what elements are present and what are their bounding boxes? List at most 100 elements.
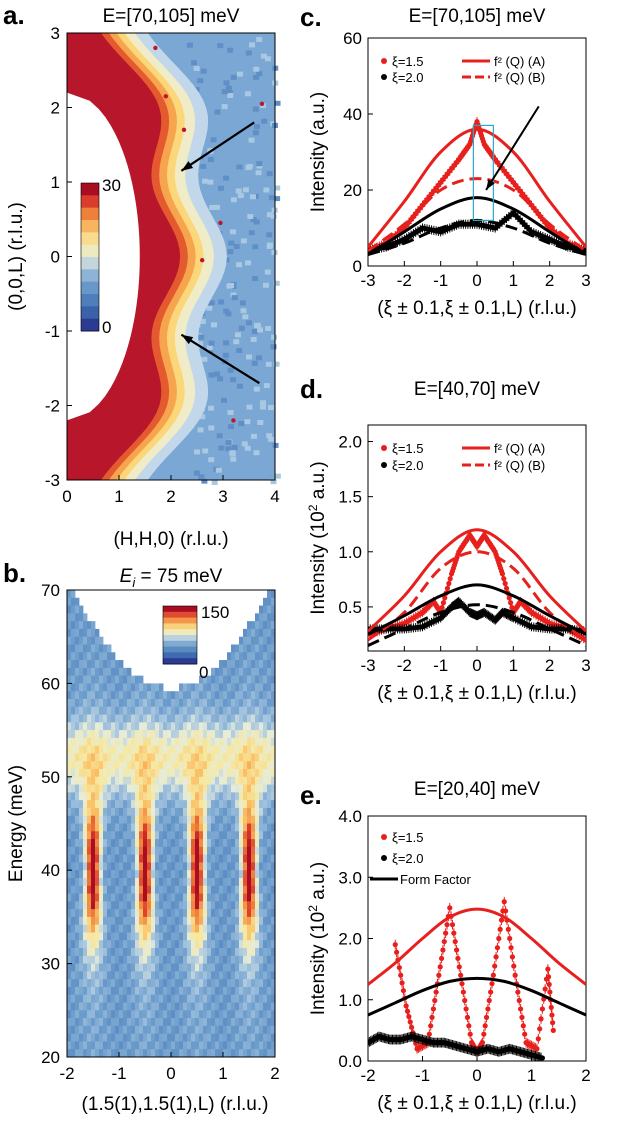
heatmap-cell [195, 948, 200, 957]
heatmap-cell [87, 1025, 92, 1035]
heatmap-cell [171, 948, 176, 957]
heatmap-cell [239, 769, 244, 778]
heatmap-cell [252, 130, 259, 136]
heatmap-cell [135, 846, 140, 856]
heatmap-cell [211, 1002, 216, 1011]
heatmap-cell [163, 807, 168, 817]
heatmap-cell [263, 667, 268, 677]
heatmap-cell [255, 691, 260, 700]
heatmap-cell [151, 948, 156, 957]
heatmap-cell [143, 1049, 148, 1058]
heatmap-cell [259, 605, 264, 614]
heatmap-cell [87, 979, 92, 988]
heatmap-cell [127, 901, 132, 910]
heatmap-cell [91, 854, 96, 863]
heatmap-cell [67, 854, 72, 863]
heatmap-cell [71, 831, 76, 840]
heatmap-cell [219, 691, 224, 700]
heatmap-cell [167, 994, 172, 1003]
heatmap-cell [187, 761, 192, 770]
heatmap-cell [219, 706, 224, 715]
heatmap-cell [247, 621, 252, 630]
heatmap-cell [71, 846, 76, 856]
heatmap-cell [243, 753, 248, 762]
heatmap-cell [239, 986, 244, 996]
heatmap-cell [107, 667, 112, 677]
heatmap-cell [263, 885, 268, 894]
heatmap-cell [135, 1049, 140, 1058]
heatmap-cell [251, 1041, 256, 1050]
heatmap-cell [155, 924, 160, 933]
data-point [545, 974, 552, 980]
heatmap-cell [263, 714, 268, 723]
heatmap-cell [243, 831, 248, 840]
heatmap-cell [223, 706, 228, 715]
heatmap-cell [203, 854, 208, 863]
heatmap-cell [79, 823, 84, 832]
heatmap-cell [147, 714, 152, 723]
heatmap-cell [271, 846, 276, 856]
heatmap-cell [199, 831, 204, 840]
heatmap-cell [231, 644, 236, 653]
heatmap-cell [179, 963, 184, 972]
heatmap-cell [271, 893, 276, 902]
heatmap-cell [223, 761, 228, 770]
heatmap-cell [87, 1049, 92, 1058]
data-point [432, 997, 438, 1004]
heatmap-cell [239, 761, 244, 770]
heatmap-cell [175, 932, 180, 941]
heatmap-cell [115, 839, 120, 848]
heatmap-cell [91, 1002, 96, 1011]
heatmap-cell [71, 660, 76, 669]
heatmap-cell [71, 644, 76, 653]
heatmap-cell [147, 971, 152, 980]
heatmap-cell [223, 675, 228, 684]
heatmap-cell [83, 800, 88, 809]
heatmap-cell [235, 667, 240, 677]
heatmap-cell [175, 955, 180, 964]
heatmap-cell [119, 730, 124, 739]
heatmap-cell [155, 800, 160, 809]
heatmap-cell [270, 213, 277, 219]
heatmap-cell [199, 753, 204, 762]
heatmap-cell [87, 698, 92, 708]
heatmap-cell [135, 986, 140, 996]
heatmap-cell [159, 761, 164, 770]
heatmap-cell [179, 893, 184, 902]
x-tick-label: 0 [472, 271, 481, 290]
heatmap-cell [147, 737, 152, 747]
heatmap-cell [163, 924, 168, 933]
heatmap-cell [167, 870, 172, 879]
heatmap-cell [225, 85, 232, 91]
heatmap-cell [219, 839, 224, 848]
heatmap-cell [207, 870, 212, 879]
heatmap-cell [257, 327, 264, 333]
heatmap-cell [231, 667, 236, 677]
heatmap-cell [75, 948, 80, 957]
heatmap-cell [131, 1033, 136, 1042]
heatmap-cell [67, 613, 72, 622]
heatmap-cell [239, 1033, 244, 1042]
heatmap-cell [71, 1049, 76, 1058]
heatmap-cell [111, 1010, 116, 1019]
heatmap-cell [239, 823, 244, 832]
heatmap-cell [95, 955, 100, 964]
data-point [505, 926, 511, 932]
heatmap-cell [79, 839, 84, 848]
heatmap-cell [175, 1002, 180, 1011]
heatmap-cell [179, 730, 184, 739]
heatmap-cell [139, 994, 144, 1003]
heatmap-cell [256, 71, 263, 77]
heatmap-cell [99, 730, 104, 739]
heatmap-cell [187, 784, 192, 793]
heatmap-cell [207, 901, 212, 910]
heatmap-cell [247, 1025, 252, 1035]
heatmap-cell [99, 776, 104, 785]
heatmap-cell [107, 823, 112, 832]
heatmap-cell [259, 932, 264, 941]
heatmap-cell [147, 916, 152, 926]
heatmap-cell [179, 737, 184, 747]
heatmap-cell [91, 714, 96, 723]
data-point [549, 1012, 555, 1018]
heatmap-cell [123, 854, 128, 863]
